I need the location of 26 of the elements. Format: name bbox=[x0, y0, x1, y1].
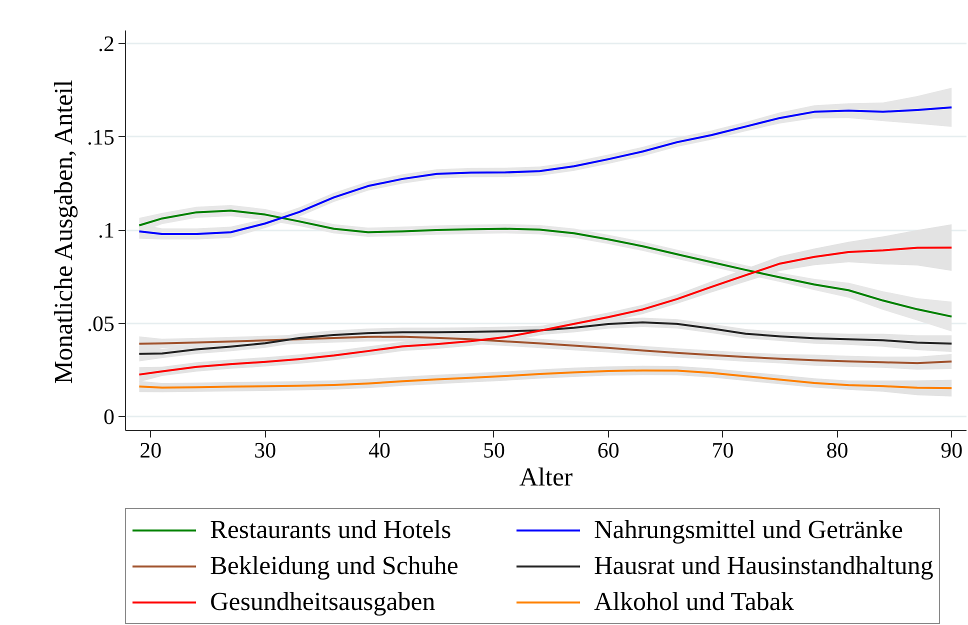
x-tick-label: 50 bbox=[482, 438, 505, 462]
line-series bbox=[138, 336, 953, 364]
y-axis-title: Monatliche Ausgaben, Anteil bbox=[49, 80, 78, 384]
x-axis-title: Alter bbox=[519, 462, 574, 492]
legend-label: Bekleidung und Schuhe bbox=[210, 551, 460, 581]
x-tick-label: 70 bbox=[712, 438, 734, 462]
legend-label: Gesundheitsausgaben bbox=[210, 587, 436, 617]
y-tick-label: .1 bbox=[98, 218, 114, 243]
line-series bbox=[138, 246, 953, 376]
legend-label: Nahrungsmittel und Getränke bbox=[594, 515, 904, 545]
legend-label: Restaurants und Hotels bbox=[210, 515, 452, 545]
x-tick-label: 60 bbox=[597, 438, 620, 462]
legend-label: Alkohol und Tabak bbox=[594, 587, 795, 617]
y-tick-label: 0 bbox=[104, 404, 114, 430]
y-tick-label: .05 bbox=[87, 310, 114, 336]
legend-label: Hausrat und Hausinstandhaltung bbox=[594, 551, 934, 581]
line-series bbox=[138, 106, 953, 235]
line-series bbox=[138, 321, 953, 355]
x-tick-label: 90 bbox=[940, 438, 963, 462]
x-tick-label: 40 bbox=[368, 438, 391, 462]
line-series bbox=[138, 369, 953, 390]
x-tick-label: 30 bbox=[254, 438, 276, 462]
x-tick-label: 20 bbox=[140, 438, 162, 462]
y-tick-label: .2 bbox=[98, 31, 114, 56]
x-tick-label: 80 bbox=[826, 438, 848, 462]
y-tick-label: .15 bbox=[87, 124, 114, 150]
